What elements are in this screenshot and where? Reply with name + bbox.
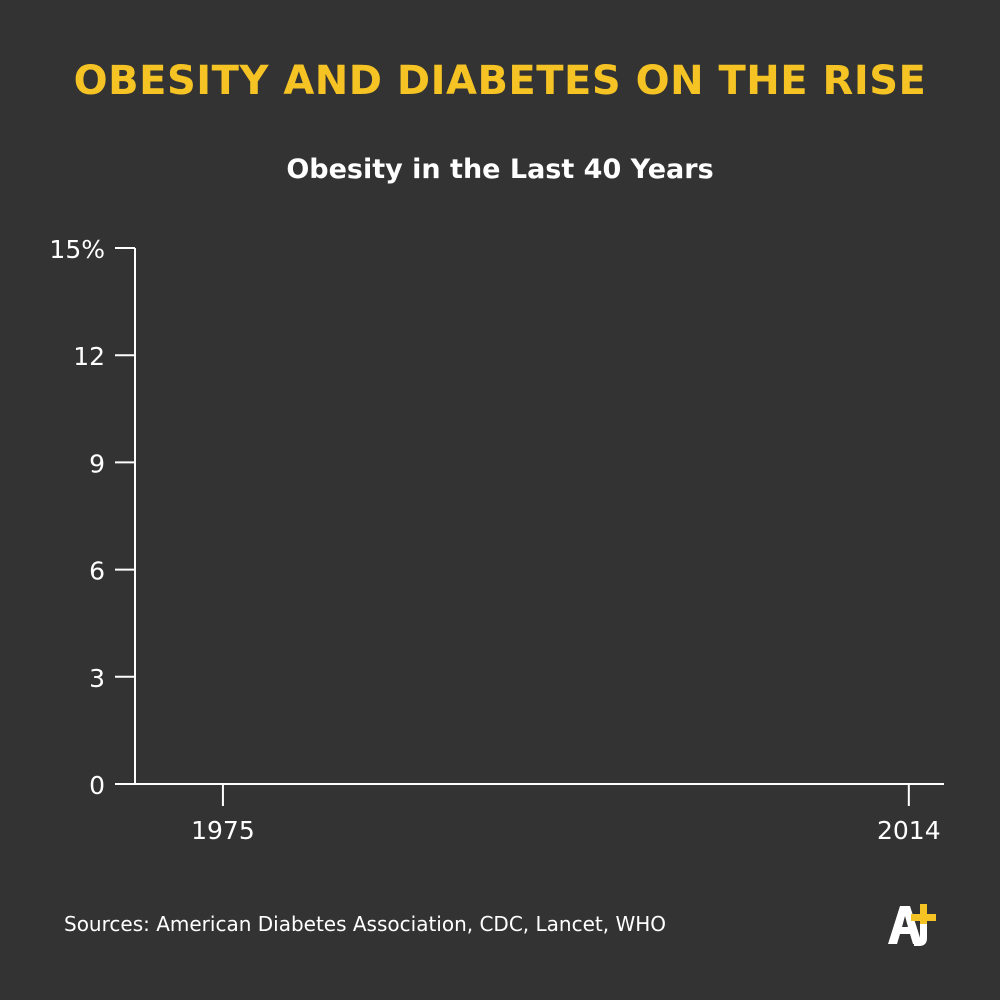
y-tick-label: 9 <box>89 449 105 478</box>
y-tick-label: 12 <box>73 342 105 371</box>
aj-plus-logo-icon <box>888 904 936 946</box>
x-tick-label: 1975 <box>191 816 255 845</box>
headline: OBESITY AND DIABETES ON THE RISE <box>73 58 927 104</box>
y-tick-label: 0 <box>89 771 105 800</box>
chart-title: Obesity in the Last 40 Years <box>286 154 714 185</box>
x-tick-label: 2014 <box>877 816 941 845</box>
y-tick-label: 6 <box>89 557 105 586</box>
sources-note: Sources: American Diabetes Association, … <box>64 912 667 936</box>
y-tick-label: 3 <box>89 664 105 693</box>
y-tick-label: 15% <box>49 235 105 264</box>
